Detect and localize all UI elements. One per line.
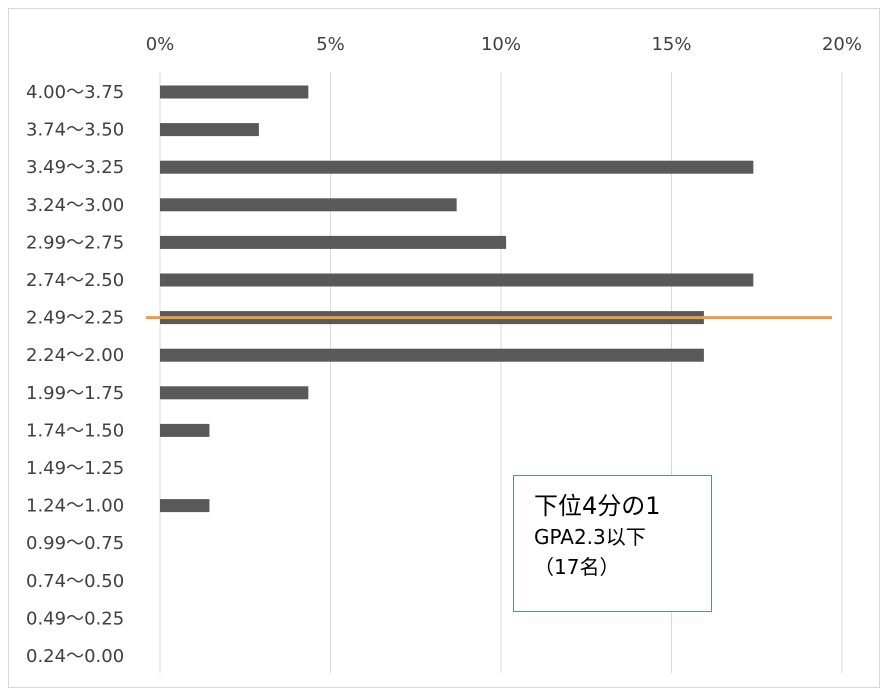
chart-frame	[8, 8, 880, 688]
bar	[160, 85, 309, 99]
category-label: 1.74〜1.50	[26, 420, 124, 441]
category-label: 2.74〜2.50	[26, 270, 124, 291]
x-tick-label: 10%	[481, 34, 521, 55]
category-label: 3.49〜3.25	[26, 157, 124, 178]
x-tick-label: 15%	[651, 34, 691, 55]
annotation-line-2: GPA2.3以下	[534, 525, 646, 549]
bar	[160, 160, 754, 174]
category-label: 2.24〜2.00	[26, 345, 124, 366]
category-label: 1.24〜1.00	[26, 496, 124, 517]
x-tick-label: 20%	[822, 34, 862, 55]
category-labels: 4.00〜3.75 3.74〜3.50 3.49〜3.25 3.24〜3.00 2.99…	[26, 82, 124, 667]
category-label: 3.74〜3.50	[26, 120, 124, 141]
category-label: 1.49〜1.25	[26, 458, 124, 479]
annotation-line-1: 下位4分の1	[534, 492, 661, 520]
category-label: 2.99〜2.75	[26, 232, 124, 253]
category-label: 0.24〜0.00	[26, 646, 124, 667]
x-tick-label: 5%	[316, 34, 345, 55]
bar	[160, 499, 210, 513]
bar	[160, 386, 309, 400]
bars	[160, 85, 754, 513]
bar	[160, 423, 210, 437]
bar	[160, 273, 754, 287]
annotation-line-3: （17名）	[534, 555, 620, 579]
bar	[160, 348, 704, 362]
category-label: 0.74〜0.50	[26, 571, 124, 592]
bar	[160, 198, 457, 212]
category-label: 4.00〜3.75	[26, 82, 124, 103]
annotation-box: 下位4分の1 GPA2.3以下 （17名）	[513, 475, 712, 612]
category-label: 0.99〜0.75	[26, 533, 124, 554]
category-label: 3.24〜3.00	[26, 195, 124, 216]
category-label: 2.49〜2.25	[26, 308, 124, 329]
x-tick-label: 0%	[146, 34, 175, 55]
bar	[160, 235, 507, 249]
category-label: 0.49〜0.25	[26, 608, 124, 629]
x-tick-labels: 0% 5% 10% 15% 20%	[146, 34, 862, 55]
category-label: 1.99〜1.75	[26, 383, 124, 404]
bar	[160, 123, 259, 137]
